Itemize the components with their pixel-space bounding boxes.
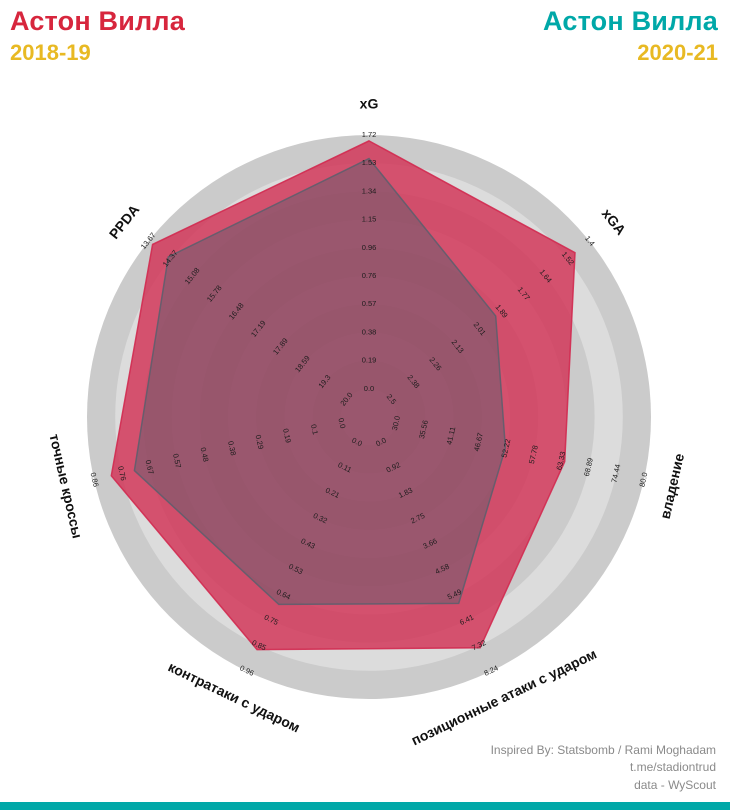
header: Астон Вилла 2018-19 Астон Вилла 2020-21 [10, 6, 718, 65]
tick-label: 0.19 [281, 428, 293, 444]
team-right-name: Астон Вилла [543, 6, 718, 36]
tick-label: 30.0 [390, 415, 402, 431]
tick-label: 0.48 [199, 446, 211, 462]
tick-label: 68.89 [582, 457, 595, 477]
tick-label: 0.1 [309, 423, 320, 435]
tick-label: 0.76 [116, 465, 128, 481]
axis-label: владение [657, 452, 687, 521]
tick-label: 0.86 [89, 472, 101, 488]
tick-label: 0.57 [171, 453, 183, 469]
tick-label: 35.56 [417, 419, 430, 439]
tick-label: 41.11 [445, 426, 458, 446]
tick-label: 0.38 [226, 440, 238, 456]
tick-label: 57.78 [527, 444, 540, 464]
tick-label: 0.76 [362, 271, 377, 280]
tick-label: 0.0 [336, 417, 347, 429]
tick-label: 1.53 [362, 158, 377, 167]
axis-label: точные кроссы [46, 432, 85, 539]
credit-line-inspired: Inspired By: Statsbomb / Rami Moghadam [490, 742, 716, 757]
tick-label: 52.22 [499, 438, 512, 458]
tick-label: 63.33 [554, 451, 567, 471]
team-left-block: Астон Вилла 2018-19 [10, 6, 185, 65]
axis-label: PPDA [106, 201, 143, 241]
axis-label: xGA [599, 205, 629, 237]
team-right-season: 2020-21 [637, 40, 718, 66]
tick-label: 0.0 [350, 436, 363, 449]
axis-label: xG [360, 96, 379, 112]
series-polygon-1 [133, 157, 507, 606]
footer-accent-bar [0, 802, 730, 810]
tick-label: 1.72 [362, 130, 377, 139]
team-left-season: 2018-19 [10, 40, 91, 66]
team-left-name: Астон Вилла [10, 6, 185, 36]
tick-label: 0.96 [362, 243, 377, 252]
tick-label: 0.29 [254, 434, 266, 450]
credit-line-channel: t.me/stadiontrud [629, 760, 716, 775]
tick-label: 46.67 [472, 432, 485, 452]
tick-label: 0.67 [144, 459, 156, 475]
credit-line-data: data - WyScout [634, 777, 716, 792]
tick-label: 0.38 [362, 327, 377, 336]
tick-label: 0.0 [374, 436, 387, 449]
tick-label: 1.15 [362, 215, 377, 224]
tick-label: 0.57 [362, 299, 377, 308]
tick-label: 80.0 [637, 472, 649, 488]
tick-label: 74.44 [609, 463, 622, 483]
tick-label: 0.19 [362, 356, 377, 365]
tick-label: 0.0 [364, 384, 374, 393]
credits: Inspired By: Statsbomb / Rami Moghadam t… [491, 742, 716, 794]
team-right-block: Астон Вилла 2020-21 [543, 6, 718, 65]
tick-label: 1.34 [362, 186, 377, 195]
